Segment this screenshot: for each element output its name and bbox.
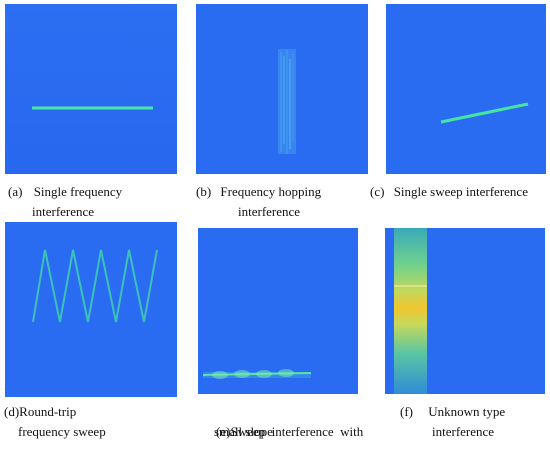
- caption-e-line1: Sweep interference with: [230, 424, 364, 439]
- caption-b-line1: Frequency hopping: [220, 184, 322, 199]
- small-slope-sweep: [202, 369, 312, 379]
- caption-e-line2: small slope: [214, 424, 273, 439]
- caption-d: (d)Round-trip: [4, 402, 76, 422]
- caption-d-line2: frequency sweep: [18, 424, 106, 439]
- caption-c: (c) Single sweep interference: [370, 182, 528, 202]
- caption-a-tag: (a): [8, 184, 23, 199]
- spectrogram-f: [385, 228, 545, 394]
- caption-d-tag: (d): [4, 404, 20, 419]
- hopping-signal-band: [278, 49, 296, 154]
- caption-b-line2: interference: [238, 204, 301, 219]
- spectrogram-a: [5, 4, 177, 174]
- caption-d-line1: Round-trip: [19, 404, 77, 419]
- spectrogram-a-plot: [5, 4, 177, 174]
- caption-f-tag: (f): [400, 404, 413, 419]
- spectrogram-f-plot: [385, 228, 545, 394]
- caption-c-tag: (c): [370, 184, 385, 199]
- spectrogram-c: [386, 4, 546, 174]
- spectrogram-c-plot: [386, 4, 546, 174]
- spectrogram-b: [196, 4, 368, 174]
- spectrogram-d: [5, 222, 177, 397]
- caption-b: (b) Frequency hopping: [196, 182, 321, 202]
- caption-e: (e)Sweep interference with: [203, 402, 363, 462]
- caption-a-line2: interference: [32, 204, 95, 219]
- caption-a: (a) Single frequency: [8, 182, 122, 202]
- spectrogram-e-plot: [198, 228, 358, 394]
- round-trip-sweep-line: [32, 249, 158, 323]
- caption-c-line1: Single sweep interference: [393, 184, 528, 199]
- caption-a-line1: Single frequency: [33, 184, 123, 199]
- spectrogram-e: [198, 228, 358, 394]
- caption-f-line1: Unknown type: [428, 404, 506, 419]
- noise-background: [5, 4, 177, 174]
- spectrogram-d-plot: [5, 222, 177, 397]
- sweep-line: [440, 102, 529, 124]
- spectrogram-b-plot: [196, 4, 368, 174]
- caption-e-tag: (e): [216, 424, 231, 439]
- noise-background: [386, 4, 546, 174]
- caption-f-line2: interference: [432, 424, 495, 439]
- caption-b-tag: (b): [196, 184, 212, 199]
- unknown-interference-band: [394, 228, 427, 394]
- caption-f: (f) Unknown type: [400, 402, 505, 422]
- noise-background: [198, 228, 358, 394]
